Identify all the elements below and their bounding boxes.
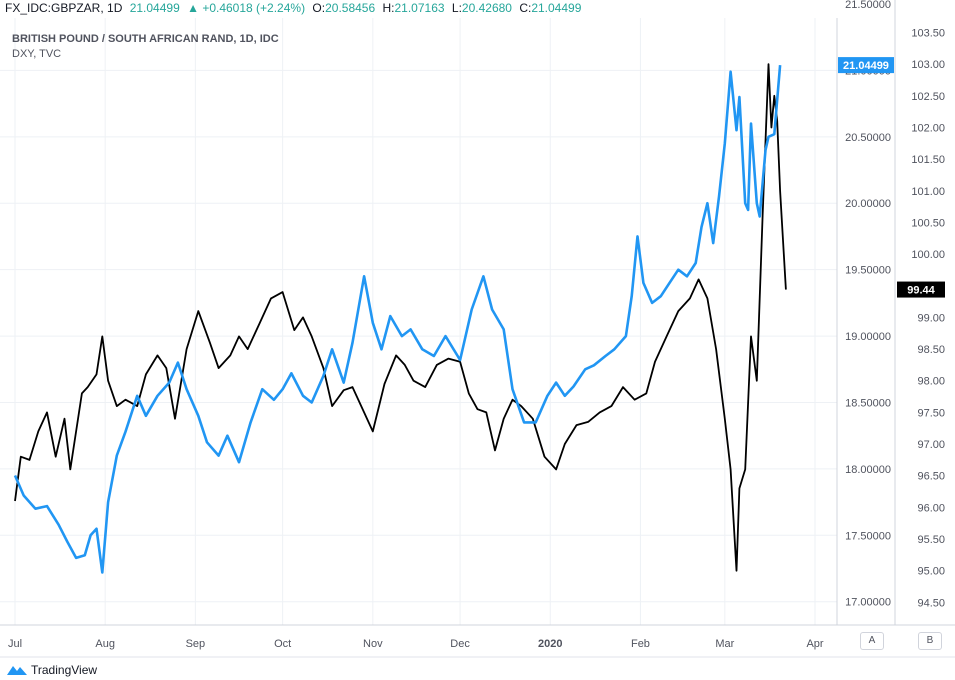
dxy-price-badge [897,281,945,298]
x-tick-label: Sep [186,638,206,650]
grid [0,3,837,625]
open-value: 20.58456 [325,1,376,15]
y-tick-label-right: 96.00 [917,502,945,514]
y-tick-label-left: 20.50000 [845,132,891,144]
y-tick-label-right: 99.00 [917,312,945,324]
series-layer [13,63,787,574]
scale-b-button[interactable]: B [918,632,942,650]
x-tick-label: Apr [806,638,823,650]
gbpzar-price-badge [838,57,894,74]
x-tick-label: Aug [95,638,115,650]
x-tick-label: Nov [363,638,383,650]
y-tick-label-left: 17.50000 [845,530,891,542]
y-tick-label-left: 19.50000 [845,265,891,277]
y-tick-label-right: 95.00 [917,566,945,578]
close-value: 21.04499 [531,1,582,15]
y-tick-label-right: 97.50 [917,407,945,419]
y-tick-label-right: 101.50 [911,154,945,166]
dxy-series-line[interactable] [14,63,787,572]
y-tick-label-right: 97.00 [917,439,945,451]
price-axis-gbpzar[interactable]: 17.00000 17.50000 18.00000 18.50000 19.00000… [845,0,891,609]
low-label: L: [451,1,462,15]
symbol-header: FX_IDC:GBPZAR, 1D 21.04499 ▲ +0.46018 (+… [0,0,840,18]
last-price: 21.04499 [129,1,180,15]
legend-second-series[interactable]: DXY, TVC [12,48,61,60]
axes [0,0,955,658]
high-label: H: [382,1,395,15]
y-tick-label-right: 100.50 [911,217,945,229]
y-tick-label-right: 101.00 [911,186,945,198]
x-tick-label: 2020 [538,638,562,650]
y-tick-label-left: 18.50000 [845,397,891,409]
y-tick-label-right: 96.50 [917,471,945,483]
low-value: 20.42680 [461,1,512,15]
x-tick-label: Dec [450,638,470,650]
legend-main-series[interactable]: BRITISH POUND / SOUTH AFRICAN RAND, 1D, … [12,33,279,45]
close-label: C: [519,1,532,15]
tradingview-logo-icon[interactable] [6,663,28,677]
y-tick-label-left: 20.00000 [845,198,891,210]
y-tick-label-right: 102.00 [911,122,945,134]
price-axis-dxy[interactable]: 94.50 95.00 95.50 96.00 96.50 97.00 97.50 98.00… [911,27,945,609]
brand-name[interactable]: TradingView [31,663,98,677]
y-tick-label-right: 98.50 [917,344,945,356]
y-tick-label-right: 103.50 [911,27,945,39]
y-tick-label-right: 102.50 [911,91,945,103]
y-tick-label-right: 94.50 [917,597,945,609]
x-tick-label: Oct [274,638,291,650]
y-tick-label-right: 100.00 [911,249,945,261]
y-tick-label-left: 21.50000 [845,0,891,11]
y-tick-label-right: 95.50 [917,534,945,546]
y-tick-label-left: 19.00000 [845,331,891,343]
y-tick-label-left: 17.00000 [845,597,891,609]
symbol-label[interactable]: FX_IDC:GBPZAR, 1D [5,1,123,15]
dxy-price-badge-text: 99.44 [907,285,935,297]
x-tick-label: Jul [8,638,22,650]
price-change: ▲ +0.46018 (+2.24%) [187,1,306,15]
x-tick-label: Feb [631,638,650,650]
footer: TradingView [0,660,955,680]
y-tick-label-left: 18.00000 [845,464,891,476]
y-tick-label-right: 98.00 [917,376,945,388]
price-badges: 21.04499 99.44 [838,57,945,298]
gbpzar-price-badge-text: 21.04499 [843,60,889,72]
x-tick-label: Mar [715,638,734,650]
time-axis[interactable]: Jul Aug Sep Oct Nov Dec 2020 Feb Mar Apr [8,638,824,650]
gbpzar-series-line[interactable] [13,64,782,574]
open-label: O: [312,1,326,15]
high-value: 21.07163 [394,1,445,15]
y-tick-label-right: 103.00 [911,59,945,71]
auto-scale-button[interactable]: A [860,632,884,650]
